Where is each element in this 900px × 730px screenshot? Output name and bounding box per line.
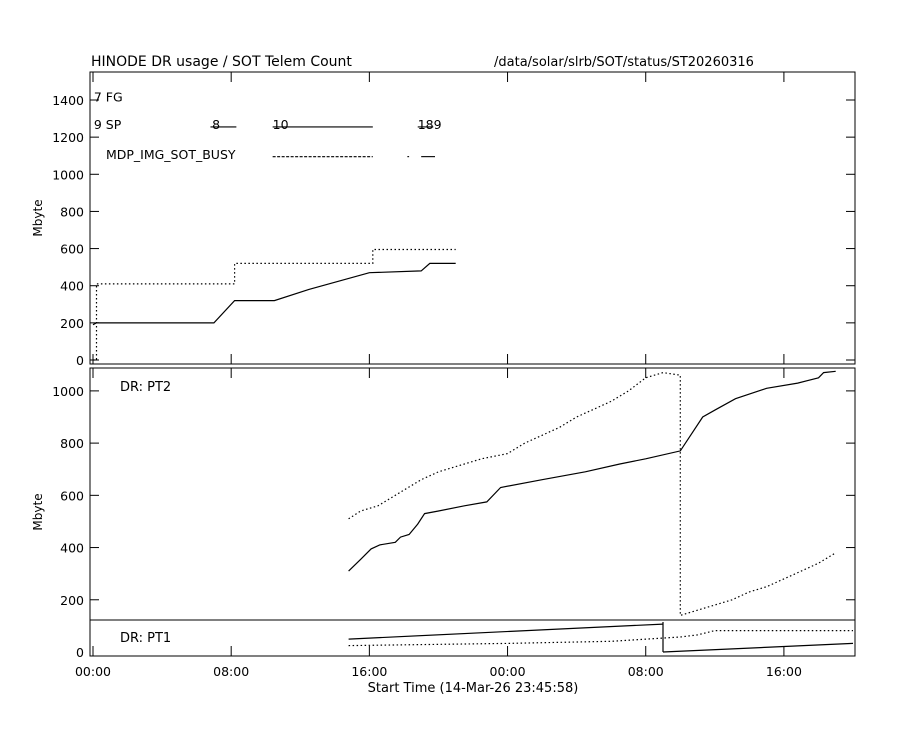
panel-2-label: DR: PT2 <box>120 380 171 395</box>
series-line-solid <box>92 262 456 326</box>
y-tick-label: 800 <box>60 436 84 451</box>
x-axis: 00:00 08:00 16:00 00:00 08:00 16:00 <box>75 72 802 679</box>
y-tick-label: 600 <box>60 488 84 503</box>
x-tick-label: 08:00 <box>213 664 249 679</box>
panel-1-frame <box>89 71 856 365</box>
annotation-label: MDP_IMG_SOT_BUSY <box>106 147 236 162</box>
series-line-solid <box>348 370 836 572</box>
series-line-solid <box>348 623 664 640</box>
y-tick-label: 400 <box>60 279 84 294</box>
series-line-dot <box>348 371 837 617</box>
chart-source-path: /data/solar/slrb/SOT/status/ST20260316 <box>494 55 754 70</box>
y-tick-label: 200 <box>60 593 84 608</box>
x-axis-label: Start Time (14-Mar-26 23:45:58) <box>368 681 579 696</box>
y-tick-label: 200 <box>60 316 84 331</box>
panel-sot-telem: 0 200 400 600 800 1000 1200 1400 7 FG 9 SP 8 10 189 M… <box>52 89 855 368</box>
annotation-label: 8 <box>212 117 220 132</box>
y-tick-label: 800 <box>60 204 84 219</box>
panel-1-ylabel: Mbyte <box>31 199 45 236</box>
x-tick-label: 16:00 <box>766 664 802 679</box>
annotation-label: 189 <box>418 117 442 132</box>
y-tick-label: 1400 <box>52 93 84 108</box>
panel-3-frame <box>89 619 856 657</box>
y-tick-label: 0 <box>76 353 84 368</box>
x-tick-label: 08:00 <box>628 664 664 679</box>
panel-dr-pt2: 0 200 400 600 800 1000 <box>52 370 855 660</box>
panel-3-label: DR: PT1 <box>120 631 171 646</box>
x-tick-label: 16:00 <box>351 664 387 679</box>
y-tick-label: 1200 <box>52 130 84 145</box>
y-tick-label: 0 <box>76 645 84 660</box>
y-tick-label: 400 <box>60 541 84 556</box>
annotation-label: 10 <box>273 117 289 132</box>
x-tick-label: 00:00 <box>75 664 111 679</box>
chart-title: HINODE DR usage / SOT Telem Count <box>91 54 352 70</box>
y-tick-label: 1000 <box>52 167 84 182</box>
panel-2-frame <box>89 367 856 657</box>
series-line-dot <box>93 248 456 361</box>
series-line-solid <box>662 642 854 653</box>
annotation-label: 9 SP <box>94 117 122 132</box>
y-tick-label: 1000 <box>52 384 84 399</box>
annotation-label: 7 FG <box>94 89 123 104</box>
y-tick-label: 600 <box>60 242 84 257</box>
panel-2-ylabel: Mbyte <box>31 493 45 530</box>
x-tick-label: 00:00 <box>490 664 526 679</box>
panel-dr-pt1 <box>348 622 854 653</box>
